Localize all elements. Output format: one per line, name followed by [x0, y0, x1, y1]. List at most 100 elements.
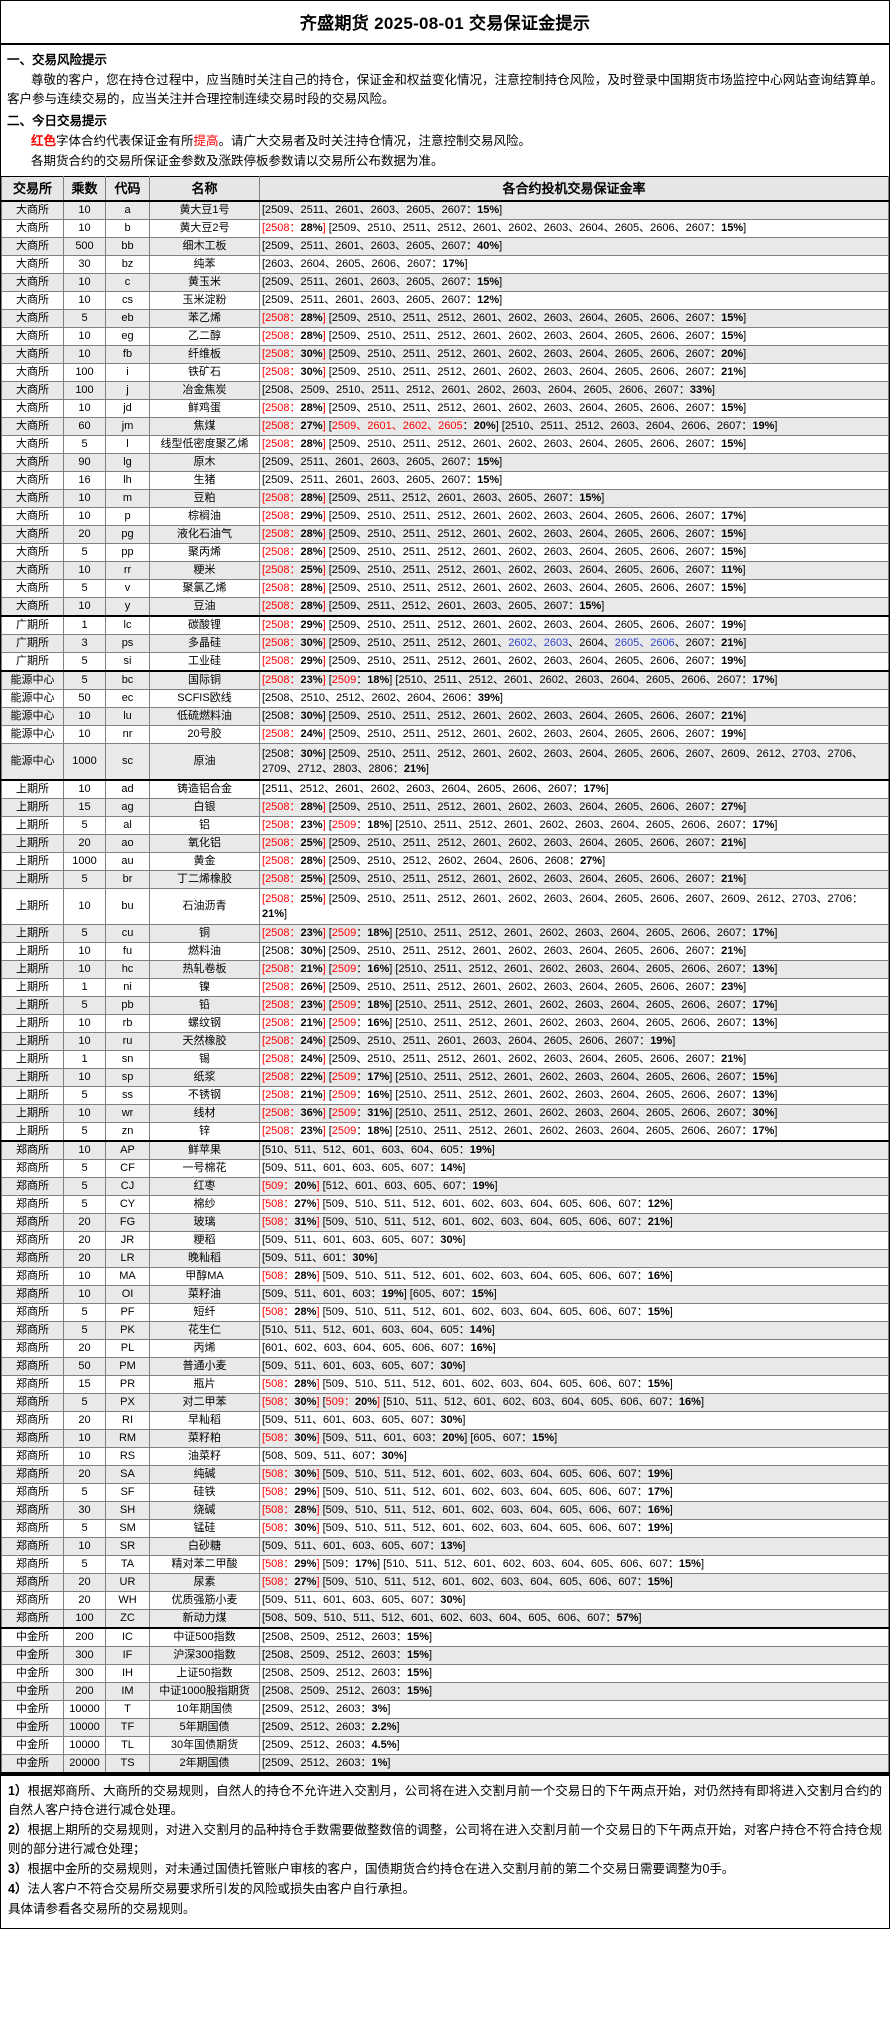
table-row: 上期所 10 fu 燃料油 [2508：30%] [2509、2510、2511、251… — [1, 942, 889, 961]
table-row: 上期所 10 sp 纸浆 [2508：22%] [2509：17%] [2510、251… — [1, 1068, 889, 1087]
cell-name: 豆粕 — [149, 489, 260, 508]
table-row: 上期所 20 ao 氧化铝 [2508：25%] [2509、2510、2511、251… — [1, 834, 889, 853]
cell-code: TL — [105, 1736, 150, 1755]
cell-exchange: 大商所 — [1, 489, 64, 508]
cell-exchange: 郑商所 — [1, 1483, 64, 1502]
cell-multiplier: 100 — [63, 381, 106, 400]
table-row: 大商所 10 m 豆粕 [2508：28%] [2509、2511、2512、2601、… — [1, 489, 889, 508]
cell-exchange: 郑商所 — [1, 1393, 64, 1412]
cell-margin-rates: [509、511、601、603、605、607：13%] — [259, 1537, 889, 1556]
cell-exchange: 广期所 — [1, 652, 64, 672]
cell-margin-rates: [508：29%] [509、510、511、512、601、602、603、6… — [259, 1483, 889, 1502]
cell-name: 不锈钢 — [149, 1086, 260, 1105]
cell-exchange: 郑商所 — [1, 1321, 64, 1340]
cell-exchange: 郑商所 — [1, 1267, 64, 1286]
cell-multiplier: 10000 — [63, 1700, 106, 1719]
cell-code: ni — [105, 978, 150, 997]
cell-margin-rates: [2508：30%] [2509、2510、2511、2512、2601、260… — [259, 942, 889, 961]
cell-exchange: 大商所 — [1, 255, 64, 274]
cell-margin-rates: [2508：28%] [2509、2511、2512、2601、2603、260… — [259, 489, 889, 508]
cell-margin-rates: [2508：23%] [2509：18%] [2510、2511、2512、26… — [259, 1122, 889, 1142]
cell-exchange: 郑商所 — [1, 1537, 64, 1556]
cell-multiplier: 10 — [63, 561, 106, 580]
cell-multiplier: 10 — [63, 1014, 106, 1033]
cell-margin-rates: [2508：23%] [2509：18%] [2510、2511、2512、26… — [259, 924, 889, 943]
table-row: 郑商所 10 OI 菜籽油 [509、511、601、603：19%] [605、607… — [1, 1285, 889, 1304]
cell-multiplier: 10 — [63, 1104, 106, 1123]
cell-margin-rates: [508、509、511、607：30%] — [259, 1447, 889, 1466]
cell-exchange: 中金所 — [1, 1736, 64, 1755]
cell-multiplier: 100 — [63, 363, 106, 382]
cell-name: 中证1000股指期货 — [149, 1682, 260, 1701]
cell-multiplier: 10 — [63, 942, 106, 961]
cell-margin-rates: [2508、2509、2512、2603：15%] — [259, 1627, 889, 1647]
cell-code: PX — [105, 1393, 150, 1412]
cell-margin-rates: [2508：24%] [2509、2510、2511、2512、2601、260… — [259, 725, 889, 744]
cell-code: ao — [105, 834, 150, 853]
cell-code: ss — [105, 1086, 150, 1105]
cell-margin-rates: [508：29%] [509：17%] [510、511、512、601、602… — [259, 1555, 889, 1574]
cell-exchange: 郑商所 — [1, 1519, 64, 1538]
cell-code: b — [105, 219, 150, 238]
cell-name: 生猪 — [149, 471, 260, 490]
cell-exchange: 郑商所 — [1, 1411, 64, 1430]
cell-margin-rates: [2508：23%] [2509：18%] [2510、2511、2512、26… — [259, 670, 889, 690]
table-row: 郑商所 10 MA 甲醇MA [508：28%] [509、510、511、512、60… — [1, 1267, 889, 1286]
table-row: 郑商所 5 SF 硅铁 [508：29%] [509、510、511、512、601、6… — [1, 1483, 889, 1502]
cell-code: v — [105, 579, 150, 598]
cell-multiplier: 200 — [63, 1627, 106, 1647]
cell-exchange: 上期所 — [1, 1104, 64, 1123]
cell-margin-rates: [2509、2511、2601、2603、2605、2607：15%] — [259, 453, 889, 472]
cell-exchange: 大商所 — [1, 237, 64, 256]
table-row: 大商所 10 jd 鲜鸡蛋 [2508：28%] [2509、2510、2511、251… — [1, 399, 889, 418]
cell-exchange: 上期所 — [1, 870, 64, 889]
cell-multiplier: 5 — [63, 309, 106, 328]
cell-margin-rates: [2509、2512、2603：4.5%] — [259, 1736, 889, 1755]
table-row: 郑商所 50 PM 普通小麦 [509、511、601、603、605、607：30%] — [1, 1357, 889, 1376]
table-row: 大商所 10 fb 纤维板 [2508：30%] [2509、2510、2511、251… — [1, 345, 889, 364]
table-row: 大商所 60 jm 焦煤 [2508：27%] [2509、2601、2602、2605… — [1, 417, 889, 436]
cell-multiplier: 10 — [63, 1068, 106, 1087]
cell-name: 红枣 — [149, 1177, 260, 1196]
cell-name: 30年国债期货 — [149, 1736, 260, 1755]
cell-name: 黄金 — [149, 852, 260, 871]
cell-exchange: 上期所 — [1, 942, 64, 961]
cell-exchange: 上期所 — [1, 1050, 64, 1069]
cell-exchange: 上期所 — [1, 779, 64, 799]
cell-code: pg — [105, 525, 150, 544]
cell-name: 丙烯 — [149, 1339, 260, 1358]
cell-multiplier: 20000 — [63, 1754, 106, 1774]
section-2-line-1: 红色字体合约代表保证金有所提高。请广大交易者及时关注持仓情况，注意控制交易风险。 — [7, 132, 883, 151]
table-row: 郑商所 10 RM 菜籽粕 [508：30%] [509、511、601、603：20%… — [1, 1429, 889, 1448]
table-row: 能源中心 1000 sc 原油 [2508：30%] [2509、2510、2511、2… — [1, 743, 889, 781]
cell-name: 鲜苹果 — [149, 1140, 260, 1160]
cell-code: jm — [105, 417, 150, 436]
cell-code: TA — [105, 1555, 150, 1574]
cell-code: AP — [105, 1140, 150, 1160]
cell-margin-rates: [510、511、512、601、603、604、605：19%] — [259, 1140, 889, 1160]
cell-name: 瓶片 — [149, 1375, 260, 1394]
cell-multiplier: 50 — [63, 1357, 106, 1376]
cell-exchange: 郑商所 — [1, 1339, 64, 1358]
cell-margin-rates: [509、511、601、603、605、607：30%] — [259, 1411, 889, 1430]
cell-multiplier: 1 — [63, 1050, 106, 1069]
cell-name: 20号胶 — [149, 725, 260, 744]
cell-margin-rates: [2508：28%] [2509、2510、2511、2512、2601、260… — [259, 327, 889, 346]
cell-name: 纤维板 — [149, 345, 260, 364]
table-row: 中金所 10000 T 10年期国债 [2509、2512、2603：3%] — [1, 1700, 889, 1719]
cell-exchange: 郑商所 — [1, 1159, 64, 1178]
table-row: 郑商所 30 SH 烧碱 [508：28%] [509、510、511、512、601、… — [1, 1501, 889, 1520]
cell-multiplier: 10 — [63, 345, 106, 364]
cell-multiplier: 15 — [63, 798, 106, 817]
table-row: 大商所 90 lg 原木 [2509、2511、2601、2603、2605、2607：… — [1, 453, 889, 472]
cell-name: 纯苯 — [149, 255, 260, 274]
cell-margin-rates: [2508：25%] [2509、2510、2511、2512、2601、260… — [259, 834, 889, 853]
cell-exchange: 中金所 — [1, 1627, 64, 1647]
cell-name: 烧碱 — [149, 1501, 260, 1520]
cell-multiplier: 5 — [63, 1195, 106, 1214]
table-row: 郑商所 5 PX 对二甲苯 [508：30%] [509：20%] [510、511、5… — [1, 1393, 889, 1412]
cell-name: 多晶硅 — [149, 634, 260, 653]
cell-code: si — [105, 652, 150, 672]
table-row: 广期所 1 lc 碳酸锂 [2508：29%] [2509、2510、2511、2512… — [1, 615, 889, 635]
cell-multiplier: 10 — [63, 291, 106, 310]
